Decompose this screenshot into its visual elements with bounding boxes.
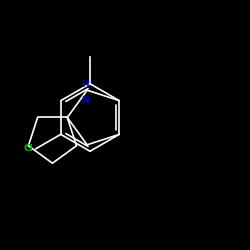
Text: H: H (81, 80, 89, 89)
Text: N: N (81, 96, 89, 105)
Text: Cl: Cl (24, 144, 34, 153)
